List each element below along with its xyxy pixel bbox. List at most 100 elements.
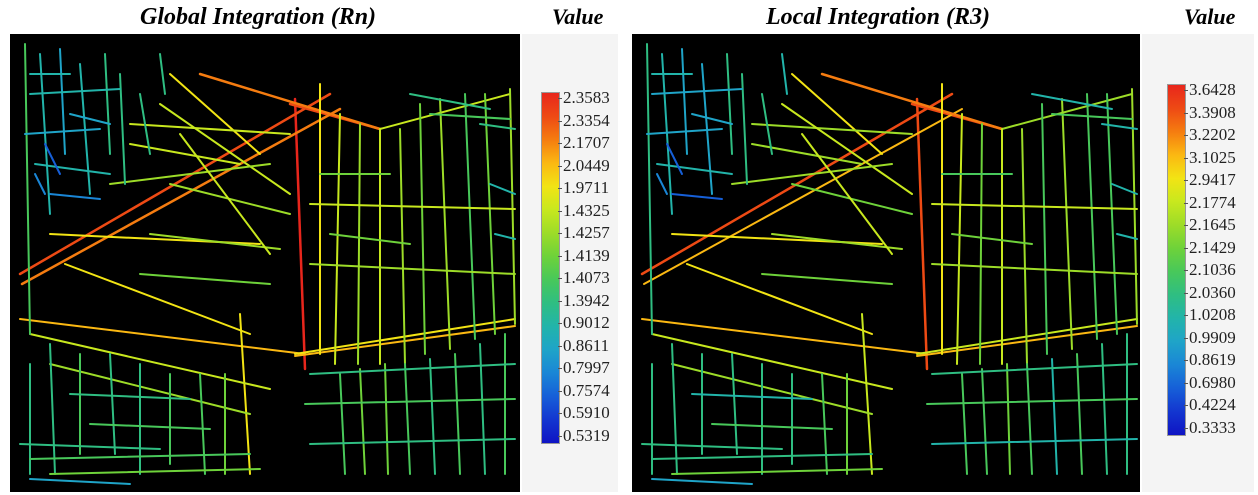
axial-line bbox=[49, 193, 101, 200]
axial-line bbox=[139, 273, 271, 285]
legend-tick bbox=[1184, 270, 1188, 272]
legend-value-label: 1.3942 bbox=[563, 290, 610, 310]
axial-line bbox=[931, 203, 1138, 210]
legend-tick bbox=[558, 278, 562, 280]
axial-line bbox=[309, 438, 516, 445]
legend-tick bbox=[558, 345, 562, 347]
axial-line bbox=[1116, 233, 1138, 240]
legend-value-label: 0.8611 bbox=[563, 335, 610, 355]
legend-tick bbox=[558, 188, 562, 190]
axial-line bbox=[384, 363, 389, 475]
legend-value-label: 0.9012 bbox=[563, 313, 610, 333]
legend-tick bbox=[558, 390, 562, 392]
axial-line bbox=[761, 93, 773, 155]
legend-color-ramp bbox=[1167, 84, 1186, 436]
legend-title-global: Value bbox=[552, 4, 604, 29]
axial-line bbox=[781, 103, 913, 195]
axial-line bbox=[1106, 93, 1118, 335]
axial-line bbox=[379, 93, 511, 130]
axial-line bbox=[931, 263, 1138, 275]
axial-line bbox=[801, 133, 893, 255]
legend-value-label: 2.1774 bbox=[1189, 192, 1236, 212]
axial-line bbox=[334, 113, 341, 365]
axial-line bbox=[454, 353, 461, 475]
axial-line bbox=[671, 343, 678, 475]
axial-line bbox=[656, 173, 668, 195]
axial-line bbox=[339, 373, 346, 475]
legend-value-label: 1.9711 bbox=[563, 178, 610, 198]
legend-value-label: 0.5319 bbox=[563, 426, 610, 445]
axial-line bbox=[179, 133, 271, 255]
axial-line bbox=[24, 128, 101, 135]
axial-line bbox=[439, 98, 451, 350]
axial-line bbox=[198, 72, 382, 131]
axial-line bbox=[49, 363, 251, 415]
axial-line bbox=[1021, 128, 1028, 365]
axial-line bbox=[651, 478, 753, 485]
axial-line bbox=[64, 263, 251, 335]
axial-line bbox=[409, 93, 491, 110]
axial-line bbox=[931, 363, 1138, 375]
axial-line bbox=[419, 103, 426, 355]
legend-value-label: 3.6428 bbox=[1189, 80, 1236, 99]
axial-line bbox=[1111, 183, 1138, 195]
axial-line bbox=[961, 373, 968, 475]
map-local-integration bbox=[632, 34, 1140, 492]
panel-title-local: Local Integration (R3) bbox=[766, 4, 991, 30]
axial-line bbox=[691, 113, 733, 125]
axial-line bbox=[49, 343, 56, 475]
legend-value-label: 1.4139 bbox=[563, 245, 610, 265]
axial-line bbox=[979, 123, 983, 365]
legend-tick bbox=[1184, 135, 1188, 137]
legend-tick bbox=[1184, 247, 1188, 249]
axial-line bbox=[159, 103, 291, 195]
legend-tick bbox=[1184, 428, 1188, 429]
legend-value-label: 0.7997 bbox=[563, 358, 610, 378]
axial-line bbox=[691, 393, 813, 400]
legend-value-label: 2.9417 bbox=[1189, 170, 1236, 190]
axial-line bbox=[1031, 93, 1113, 110]
legend-tick bbox=[1184, 112, 1188, 114]
axial-line bbox=[646, 128, 723, 135]
axial-line bbox=[641, 318, 928, 355]
axial-line bbox=[159, 53, 166, 95]
axial-line bbox=[19, 318, 306, 355]
axial-line bbox=[34, 173, 46, 195]
axial-line bbox=[509, 88, 516, 325]
axial-line bbox=[761, 273, 893, 285]
legend-value-label: 3.3908 bbox=[1189, 102, 1236, 122]
axial-line bbox=[1061, 98, 1073, 350]
legend-value-label: 1.0208 bbox=[1189, 305, 1236, 325]
axial-line bbox=[59, 48, 66, 155]
legend-value-label: 0.7574 bbox=[563, 380, 610, 400]
axial-line bbox=[199, 373, 206, 475]
legend-tick bbox=[558, 143, 562, 145]
axial-line bbox=[681, 48, 688, 155]
legend-color-ramp bbox=[541, 92, 560, 444]
axial-line bbox=[671, 468, 883, 475]
axial-line bbox=[926, 398, 1138, 405]
axial-line bbox=[1006, 363, 1011, 475]
axial-line bbox=[646, 43, 653, 335]
axial-line bbox=[357, 123, 361, 365]
legend-tick bbox=[558, 233, 562, 235]
axial-line bbox=[429, 358, 436, 475]
axial-line bbox=[686, 263, 873, 335]
legend-value-label: 2.1645 bbox=[1189, 215, 1236, 235]
axial-line bbox=[1051, 358, 1058, 475]
legend-value-label: 0.3333 bbox=[1189, 418, 1236, 437]
axial-line bbox=[671, 193, 723, 200]
axial-line bbox=[29, 478, 131, 485]
axial-line bbox=[726, 53, 733, 155]
axial-line bbox=[640, 92, 954, 276]
legend-value-label: 1.4073 bbox=[563, 268, 610, 288]
axial-line bbox=[399, 128, 406, 365]
legend-tick bbox=[558, 98, 562, 99]
axial-line bbox=[651, 88, 743, 95]
legend-panel-local bbox=[1142, 34, 1254, 492]
axial-line bbox=[29, 333, 271, 390]
axial-line bbox=[791, 73, 883, 155]
axial-line bbox=[29, 453, 251, 460]
legend-value-label: 3.2202 bbox=[1189, 125, 1236, 145]
legend-value-label: 0.6980 bbox=[1189, 372, 1236, 392]
